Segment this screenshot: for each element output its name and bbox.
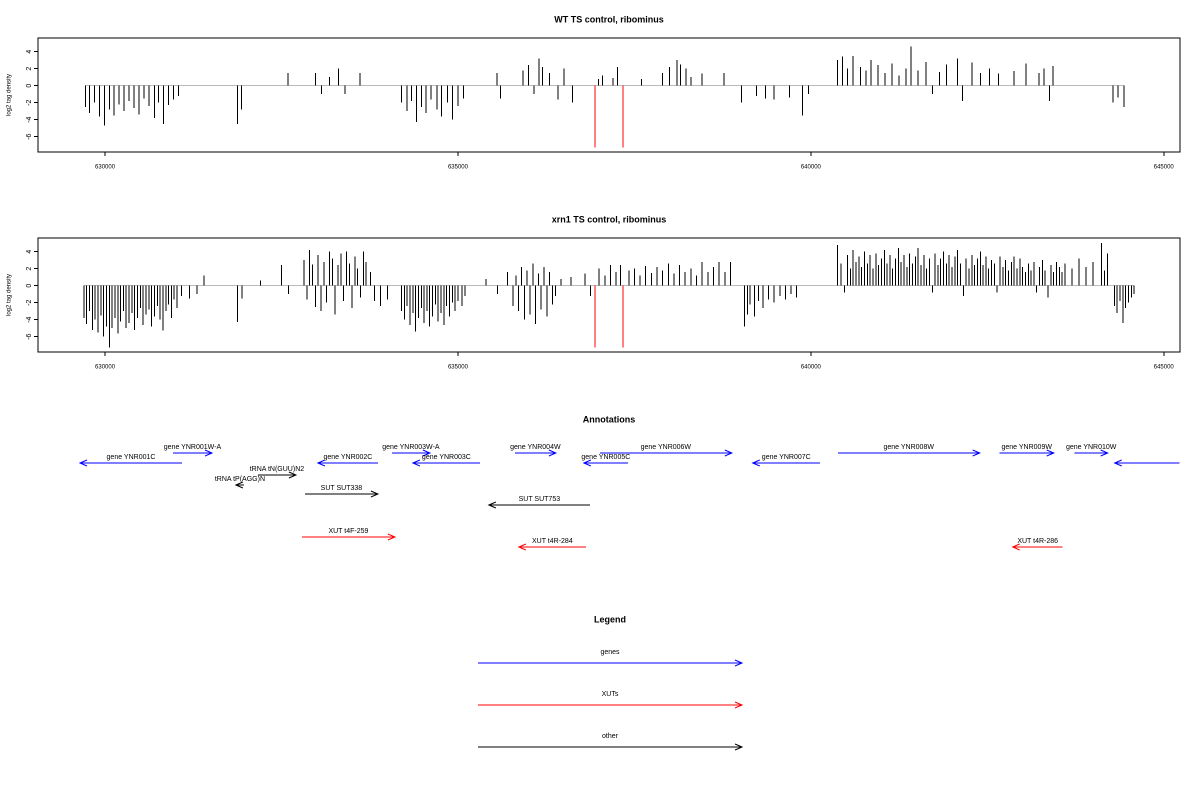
x-tick-label: 635000 <box>448 365 469 371</box>
arrow-part <box>972 449 981 457</box>
arrow-part <box>316 459 326 467</box>
feature-label: XUT t4R-286 <box>1017 538 1058 545</box>
arrow-part <box>734 743 744 751</box>
feature-arrow <box>391 449 432 457</box>
annotations-title: Annotations <box>583 414 636 424</box>
feature-label: gene YNR006W <box>641 444 692 451</box>
plot-frame <box>37 237 1181 353</box>
feature-arrow <box>78 459 182 467</box>
feature-arrow <box>234 481 244 489</box>
feature-arrow <box>837 449 981 457</box>
feature-arrow <box>999 449 1056 457</box>
feature-label: gene YNR003C <box>422 454 471 461</box>
feature-label: tRNA tN(GUU)N2 <box>250 466 305 473</box>
arrow-part <box>1100 449 1109 457</box>
feature-label: tRNA tP(AGG)N <box>215 476 265 483</box>
feature-label: gene YNR007C <box>762 454 811 461</box>
legend-label: genes <box>600 649 620 656</box>
feature-label: SUT SUT753 <box>519 496 561 503</box>
y-tick-label: -4 <box>26 316 33 322</box>
arrow-part <box>734 701 744 709</box>
feature-arrow <box>582 459 628 467</box>
x-tick-label: 645000 <box>1154 365 1175 371</box>
feature-label: gene YNR008W <box>883 444 934 451</box>
y-tick-label: 4 <box>26 50 33 54</box>
feature-arrow <box>172 449 214 457</box>
feature-arrow <box>1113 459 1180 467</box>
y-tick-label: -6 <box>26 333 33 339</box>
y-tick-label: 2 <box>26 267 33 271</box>
panel-title: WT TS control, ribominus <box>554 14 664 24</box>
feature-label: gene YNR001W-A <box>164 444 222 451</box>
legend-label: other <box>602 733 619 740</box>
arrow-part <box>582 459 592 467</box>
feature-label: SUT SUT338 <box>321 485 363 492</box>
feature-label: gene YNR010W <box>1066 444 1117 451</box>
feature-label: gene YNR004W <box>510 444 561 451</box>
y-tick-label: 0 <box>26 284 33 288</box>
x-tick-label: 630000 <box>95 165 116 171</box>
arrow-part <box>1113 459 1122 467</box>
y-tick-label: 0 <box>26 84 33 88</box>
feature-arrow <box>316 459 378 467</box>
arrow-part <box>234 481 244 489</box>
feature-arrow <box>514 449 558 457</box>
feature-arrow <box>487 501 590 509</box>
legend-arrow <box>478 743 744 751</box>
legend-arrow <box>478 659 744 667</box>
y-tick-label: -2 <box>26 99 33 105</box>
arrow-part <box>204 449 214 457</box>
feature-arrow <box>257 471 298 479</box>
x-tick-label: 645000 <box>1154 165 1175 171</box>
feature-arrow <box>1074 449 1109 457</box>
arrow-part <box>370 490 380 498</box>
feature-arrow <box>304 490 380 498</box>
arrow-part <box>517 543 527 551</box>
y-tick-label: -4 <box>26 116 33 122</box>
feature-arrow <box>411 459 480 467</box>
x-tick-label: 640000 <box>801 365 822 371</box>
legend-title: Legend <box>594 614 626 624</box>
legend-label: XUTs <box>602 691 619 698</box>
feature-label: gene YNR002C <box>323 454 372 461</box>
plot-frame <box>37 37 1181 153</box>
arrow-part <box>548 449 558 457</box>
arrow-part <box>78 459 88 467</box>
feature-label: gene YNR009W <box>1001 444 1052 451</box>
y-axis-label: log2 tag density <box>7 74 13 116</box>
feature-arrow <box>301 533 397 541</box>
arrow-part <box>422 449 432 457</box>
feature-arrow <box>751 459 820 467</box>
arrow-part <box>751 459 760 467</box>
arrow-part <box>1046 449 1056 457</box>
arrow-part <box>724 449 734 457</box>
y-tick-label: 2 <box>26 67 33 71</box>
arrow-part <box>288 471 298 479</box>
feature-label: gene YNR001C <box>107 454 156 461</box>
y-tick-label: 4 <box>26 250 33 254</box>
feature-label: XUT t4R-284 <box>532 538 573 545</box>
arrow-part <box>411 459 421 467</box>
feature-label: XUT t4F-259 <box>328 528 368 535</box>
panel-title: xrn1 TS control, ribominus <box>552 214 667 224</box>
feature-label: gene YNR003W-A <box>382 444 440 451</box>
feature-arrow <box>1011 543 1063 551</box>
arrow-part <box>487 501 497 509</box>
x-tick-label: 630000 <box>95 365 116 371</box>
arrow-part <box>1011 543 1020 551</box>
arrow-part <box>387 533 397 541</box>
feature-arrow <box>599 449 734 457</box>
x-tick-label: 635000 <box>448 165 469 171</box>
arrow-part <box>734 659 744 667</box>
y-tick-label: -6 <box>26 133 33 139</box>
feature-label: gene YNR005C <box>581 454 630 461</box>
y-axis-label: log2 tag density <box>7 274 13 316</box>
x-tick-label: 640000 <box>801 165 822 171</box>
y-tick-label: -2 <box>26 299 33 305</box>
legend-arrow <box>478 701 744 709</box>
feature-arrow <box>517 543 586 551</box>
